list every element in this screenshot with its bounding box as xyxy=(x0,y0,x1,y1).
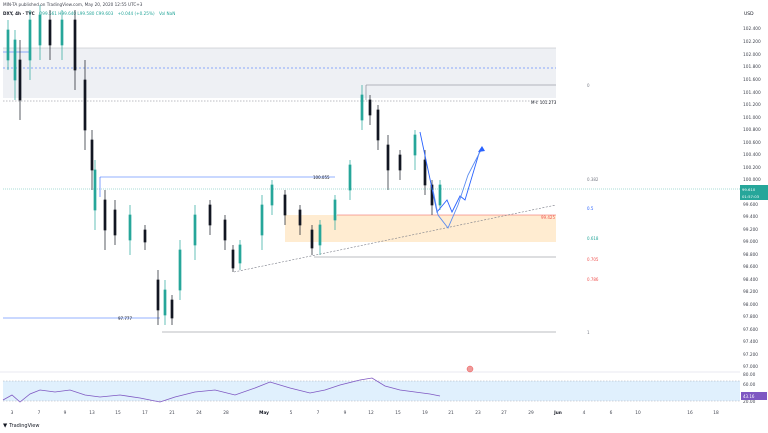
time-label: 9 xyxy=(63,411,67,416)
price-tick: 97.200 xyxy=(743,353,759,358)
time-label: 23 xyxy=(475,411,481,416)
level-97777-label: 97.777 xyxy=(118,316,132,321)
time-label: 28 xyxy=(223,411,229,416)
time-label: 13 xyxy=(89,411,95,416)
price-tick: 101.000 xyxy=(743,116,761,121)
time-label: 15 xyxy=(115,411,121,416)
price-tick: 100.000 xyxy=(743,178,761,183)
price-chart-canvas[interactable] xyxy=(0,0,740,409)
price-tick: 97.400 xyxy=(743,340,759,345)
demand-zone xyxy=(285,215,556,242)
time-label-month: May xyxy=(259,411,269,416)
price-tick: 100.600 xyxy=(743,141,761,146)
level-100055-label: 100.055 xyxy=(313,175,330,180)
price-tick: 101.800 xyxy=(743,65,761,70)
price-tick: 99.200 xyxy=(743,228,759,233)
price-tick: 97.800 xyxy=(743,315,759,320)
time-label: 7 xyxy=(316,411,320,416)
price-tick: 100.400 xyxy=(743,153,761,158)
time-axis[interactable]: 3 7 9 13 15 17 21 24 28 May 5 7 9 12 15 … xyxy=(0,409,740,419)
price-tick: 98.000 xyxy=(743,303,759,308)
price-tick: 100.800 xyxy=(743,128,761,133)
time-label: 9 xyxy=(343,411,347,416)
price-tick: 101.400 xyxy=(743,91,761,96)
brand-name: TradingView xyxy=(9,423,40,429)
time-label: 27 xyxy=(501,411,507,416)
time-label: 16 xyxy=(687,411,693,416)
candlesticks xyxy=(6,5,442,325)
level-99425-label: 99.425 xyxy=(541,215,555,220)
fib-label-0618: 0.618 xyxy=(587,236,599,241)
rsi-tick: 80.00 xyxy=(743,373,756,378)
ohlc-values: O99.561 H99.640 L99.580 C99.603 xyxy=(39,11,114,16)
price-tick: 98.400 xyxy=(743,278,759,283)
price-tick: 97.600 xyxy=(743,328,759,333)
fib-label-0382: 0.382 xyxy=(587,177,599,182)
time-label: 21 xyxy=(169,411,175,416)
time-label: 15 xyxy=(395,411,401,416)
price-tick: 100.200 xyxy=(743,166,761,171)
time-label: 7 xyxy=(37,411,41,416)
resistance-zone xyxy=(3,48,556,98)
price-tick: 102.200 xyxy=(743,40,761,45)
tradingview-logo-icon: ▼ xyxy=(3,423,8,429)
time-label-month: Jun xyxy=(554,411,562,416)
time-label: 21 xyxy=(448,411,454,416)
projection-path[interactable] xyxy=(419,131,481,214)
fib-label-0: 0 xyxy=(587,83,590,88)
rsi-line xyxy=(2,377,441,403)
price-tick: 98.600 xyxy=(743,265,759,270)
price-tick: 102.000 xyxy=(743,53,761,58)
time-label: 12 xyxy=(368,411,374,416)
price-tick: 98.200 xyxy=(743,290,759,295)
price-tick: 99.000 xyxy=(743,240,759,245)
time-label: 6 xyxy=(609,411,613,416)
time-label: 18 xyxy=(713,411,719,416)
price-tick: 101.200 xyxy=(743,103,761,108)
time-label: 4 xyxy=(582,411,586,416)
trend-line xyxy=(233,204,557,273)
price-change: +0.044 (+0.25%) xyxy=(117,11,155,16)
countdown-badge: 01:57:03 xyxy=(740,192,768,200)
projection-path-alt[interactable] xyxy=(432,147,483,229)
fib-label-0786: 0.786 xyxy=(587,277,599,282)
currency-label: USD xyxy=(744,12,754,17)
time-label: 3 xyxy=(10,411,14,416)
price-tick: 99.600 xyxy=(743,203,759,208)
time-label: 29 xyxy=(528,411,534,416)
level-101-label: M-I: 101.273 xyxy=(531,100,557,105)
time-label: 5 xyxy=(289,411,293,416)
projection-arrowhead xyxy=(478,146,485,152)
time-label: 24 xyxy=(196,411,202,416)
rsi-band xyxy=(3,381,740,401)
price-tick: 102.400 xyxy=(743,27,761,32)
symbol-name[interactable]: DXY, 4h · TVC xyxy=(3,11,35,16)
fib-label-1: 1 xyxy=(587,330,590,335)
symbol-legend[interactable]: DXY, 4h · TVC O99.561 H99.640 L99.580 C9… xyxy=(3,11,178,16)
time-label: 10 xyxy=(635,411,641,416)
price-tick: 99.400 xyxy=(743,215,759,220)
rsi-tick: 60.00 xyxy=(743,383,756,388)
time-label: 19 xyxy=(422,411,428,416)
published-note: MIN-TA published on TradingView.com, May… xyxy=(3,2,143,7)
chart-header: MIN-TA published on TradingView.com, May… xyxy=(0,0,768,10)
rsi-tick: 20.00 xyxy=(743,400,756,405)
current-price-badge: 99.610 xyxy=(740,185,768,193)
fib-label-05: 0.5 xyxy=(587,206,594,211)
footer-brand[interactable]: ▼ TradingView xyxy=(3,423,39,429)
fib-label-0705: 0.705 xyxy=(587,257,599,262)
price-tick: 97.000 xyxy=(743,365,759,370)
price-axis[interactable]: USD 102.400 102.200 102.000 101.800 101.… xyxy=(740,0,768,420)
price-tick: 101.600 xyxy=(743,78,761,83)
time-label: 17 xyxy=(142,411,148,416)
rsi-value-badge: 43.16 xyxy=(741,392,767,400)
price-tick: 98.800 xyxy=(743,253,759,258)
event-marker-icon[interactable] xyxy=(466,365,474,373)
volume-value: Vol NaN xyxy=(158,11,176,16)
